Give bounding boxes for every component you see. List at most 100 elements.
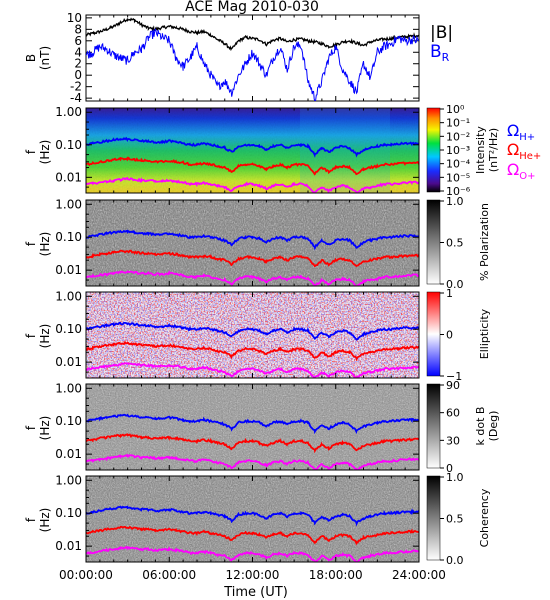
x-tick-label: 06:00:00 xyxy=(142,568,196,582)
ellipticity-y-tick-label: 1.00 xyxy=(55,289,82,303)
intensity-colorbar xyxy=(426,107,441,193)
coherency-ylabel-line-1: f xyxy=(24,517,38,522)
k-dot-b-ylabel-line-2: (Hz) xyxy=(38,416,52,441)
coherency-colorbar-ticks: 1.0 0.5 0.0 xyxy=(440,471,464,567)
k_dot_B-y-tick-label: 0.10 xyxy=(55,414,82,428)
line-b-r xyxy=(86,28,419,101)
b-panel-frame xyxy=(85,14,420,102)
intensity-ylabel-line-1: f xyxy=(24,149,38,154)
ellipticity-y-tick-label: 0.01 xyxy=(55,355,82,369)
ellipticity-colorbar-tick-label: 0 xyxy=(446,329,453,342)
b-y-tick-label: 8 xyxy=(74,22,82,36)
gyro-curve-he xyxy=(86,340,419,362)
k_dot_B-colorbar-tick-label: 60 xyxy=(446,407,460,420)
coherency-colorbar-tick-label: 1.0 xyxy=(446,471,464,484)
b-y-tick-label: 4 xyxy=(74,45,82,59)
b-y-tick-label: 2 xyxy=(74,57,82,71)
b-y-tick-label: 6 xyxy=(74,34,82,48)
polarization-colorbar xyxy=(426,199,441,285)
intensity-disturbed-band xyxy=(300,108,390,193)
polarization-colorbar-tick-label: 0.0 xyxy=(446,278,464,291)
k-dot-b-ylabel-line-1: f xyxy=(24,425,38,430)
gyro-curve-o xyxy=(86,453,419,470)
intensity-ylabel-line-2: (Hz) xyxy=(38,140,52,165)
polarization-texture xyxy=(86,200,419,286)
k-dot-b-y-ticks: 1.00 0.10 0.01 xyxy=(55,381,419,465)
x-tick-label: 00:00:00 xyxy=(59,568,113,582)
polarization-colorbar-ticks: 1.0 0.5 0.0 xyxy=(440,195,464,291)
gyro-curve-he xyxy=(86,156,419,176)
gyro-curve-he xyxy=(86,525,419,546)
k-dot-b-gyro-curves xyxy=(86,413,419,470)
intensity-panel: 1.000.100.01 f (Hz) 10⁰10⁻¹10⁻²10⁻³10⁻⁴1… xyxy=(24,103,541,198)
ellipticity-y-ticks: 1.00 0.10 0.01 xyxy=(55,289,419,373)
coherency-y-ticks: 1.00 0.10 0.01 xyxy=(55,473,419,557)
ellipticity-panel: 1.00 0.10 0.01 f (Hz) 1 0 −1 Ellipticity xyxy=(24,287,491,383)
polarization-colorbar-title: % Polarization xyxy=(478,203,491,281)
legend-b-r: BR xyxy=(430,42,450,64)
x-axis-label: Time (UT) xyxy=(223,585,288,600)
gyro-curve-o xyxy=(86,270,419,286)
b-ylabel-line-2: (nT) xyxy=(38,46,52,70)
k-dot-b-colorbar-title-2: (Deg) xyxy=(487,411,500,442)
intensity-colorbar-tick-label: 10⁻⁴ xyxy=(446,158,471,171)
k_dot_B-y-tick-label: 1.00 xyxy=(55,381,82,395)
k-dot-b-colorbar xyxy=(426,383,441,469)
coherency-colorbar-tick-label: 0.0 xyxy=(446,554,464,567)
k-dot-b-colorbar-title-1: k dot B xyxy=(474,407,487,446)
polarization-ylabel-line-2: (Hz) xyxy=(38,232,52,257)
intensity-y-tick-label: 0.01 xyxy=(55,170,82,184)
coherency-colorbar-tick-label: 0.5 xyxy=(446,513,464,526)
k-dot-b-panel: 1.00 0.10 0.01 f (Hz) 90 60 30 0 k dot B (Deg… xyxy=(24,379,500,475)
intensity-y-tick-label: 0.10 xyxy=(55,138,82,152)
k_dot_B-colorbar-tick-label: 30 xyxy=(446,434,460,447)
k-dot-b-colorbar-ticks: 90 60 30 0 xyxy=(440,379,460,475)
coherency-ylabel-line-2: (Hz) xyxy=(38,508,52,533)
b-y-tick-label: -2 xyxy=(70,80,82,94)
ellipticity-y-tick-label: 0.10 xyxy=(55,322,82,336)
line-abs-b xyxy=(86,17,419,52)
gyro-curve-o xyxy=(86,545,419,562)
gyro-curve-h xyxy=(86,505,419,527)
ellipticity-colorbar-ticks: 1 0 −1 xyxy=(440,287,462,383)
b-y-tick-label: 0 xyxy=(74,68,82,82)
legend-omega-he: ΩHe+ xyxy=(507,140,541,162)
coherency-gyro-curves xyxy=(86,505,419,562)
polarization-panel: 1.00 0.10 0.01 f (Hz) 1.0 0.5 0.0 % Polariza… xyxy=(24,195,491,291)
legend-omega-h: ΩH+ xyxy=(507,121,535,143)
gyro-curve-h xyxy=(86,413,419,435)
x-tick-label: 12:00:00 xyxy=(226,568,280,582)
legend-omega-o: ΩO+ xyxy=(507,160,535,182)
ellipticity-colorbar-tick-label: 1 xyxy=(446,287,453,300)
b-lines xyxy=(86,17,419,101)
x-tick-label: 24:00:00 xyxy=(392,568,446,582)
legend-abs-b: |B| xyxy=(430,23,453,43)
gyro-curve-o xyxy=(86,362,419,378)
gyro-curve-h xyxy=(86,229,419,251)
ellipticity-colorbar-tick-label: −1 xyxy=(446,370,462,383)
b-y-tick-label: 10 xyxy=(67,11,82,25)
intensity-gyro-curves xyxy=(86,136,419,193)
ellipticity-colorbar xyxy=(426,291,441,377)
intensity-colorbar-tick-label: 10⁻⁶ xyxy=(446,185,471,198)
x-axis-ticks: 00:00:00 06:00:00 12:00:00 18:00:00 24:00:00 xyxy=(59,15,446,582)
b-y-tick-label: -4 xyxy=(70,91,82,105)
intensity-colorbar-tick-label: 10⁻³ xyxy=(446,144,470,157)
ellipticity-colorbar-title: Ellipticity xyxy=(478,308,491,359)
coherency-y-tick-label: 0.10 xyxy=(55,506,82,520)
intensity-y-ticks: 1.00 0.10 0.01 xyxy=(55,105,419,188)
intensity-colorbar-title-2: (nT²/Hz) xyxy=(487,128,500,172)
intensity-colorbar-title-1: Intensity xyxy=(474,126,487,174)
polarization-gyro-curves xyxy=(86,229,419,286)
intensity-colorbar-tick-label: 10⁻² xyxy=(446,130,470,143)
gyro-curve-o xyxy=(86,176,419,193)
polarization-y-tick-label: 0.01 xyxy=(55,263,82,277)
gyro-curve-h xyxy=(86,321,419,341)
gyro-curve-he xyxy=(86,249,419,268)
gyro-curve-h xyxy=(86,136,419,158)
k_dot_B-colorbar-tick-label: 90 xyxy=(446,379,460,392)
coherency-y-tick-label: 1.00 xyxy=(55,473,82,487)
coherency-y-tick-label: 0.01 xyxy=(55,539,82,553)
